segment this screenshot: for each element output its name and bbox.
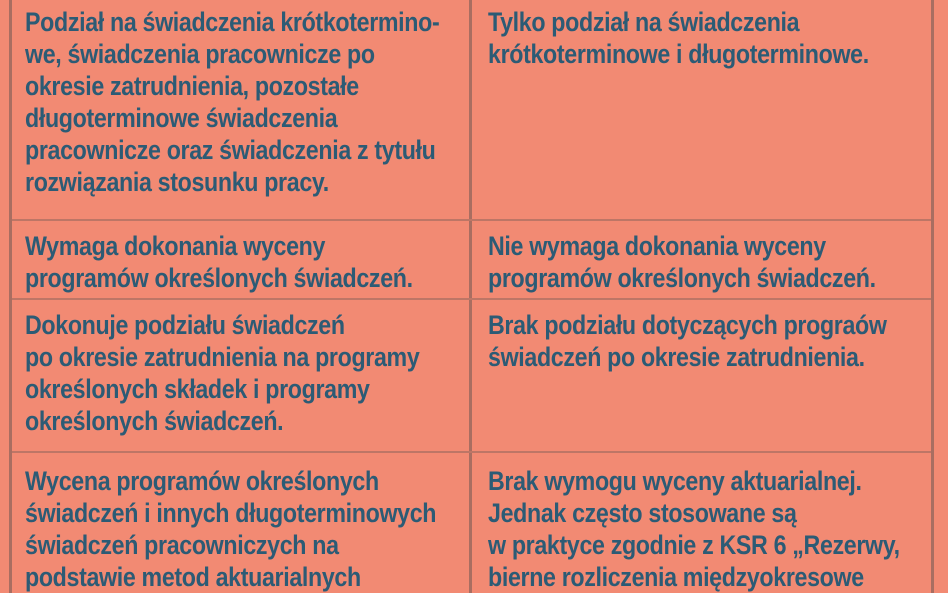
- comparison-table: Podział na świadczenia krótkotermino- we…: [9, 0, 934, 593]
- table-row: Wycena programów określonych świadczeń i…: [12, 453, 931, 593]
- table-row: Podział na świadczenia krótkotermino- we…: [12, 0, 931, 221]
- cell-text: Brak podziału dotyczących prograów świad…: [487, 310, 887, 372]
- table-row: Wymaga dokonania wyceny programów określ…: [12, 221, 931, 300]
- table-cell-left: Wycena programów określonych świadczeń i…: [12, 453, 472, 593]
- table-cell-right: Nie wymaga dokonania wyceny programów ok…: [472, 221, 932, 298]
- cell-text: Podział na świadczenia krótkotermino- we…: [25, 7, 440, 197]
- table-row: Dokonuje podziału świadczeń po okresie z…: [12, 300, 931, 453]
- cell-text: Brak wymogu wyceny aktuarialnej. Jednak …: [487, 466, 900, 592]
- table-cell-left: Dokonuje podziału świadczeń po okresie z…: [12, 300, 472, 451]
- table-cell-left: Podział na świadczenia krótkotermino- we…: [12, 0, 472, 219]
- cell-text: Wycena programów określonych świadczeń i…: [25, 466, 437, 592]
- cell-text: Wymaga dokonania wyceny programów określ…: [25, 231, 413, 293]
- table-cell-right: Brak wymogu wyceny aktuarialnej. Jednak …: [472, 453, 932, 593]
- table-cell-right: Brak podziału dotyczących prograów świad…: [472, 300, 932, 451]
- table-cell-left: Wymaga dokonania wyceny programów określ…: [12, 221, 472, 298]
- table-cell-right: Tylko podział na świadczenia krótkotermi…: [472, 0, 932, 219]
- cell-text: Nie wymaga dokonania wyceny programów ok…: [487, 231, 876, 293]
- cell-text: Tylko podział na świadczenia krótkotermi…: [487, 7, 869, 69]
- cell-text: Dokonuje podziału świadczeń po okresie z…: [25, 310, 420, 436]
